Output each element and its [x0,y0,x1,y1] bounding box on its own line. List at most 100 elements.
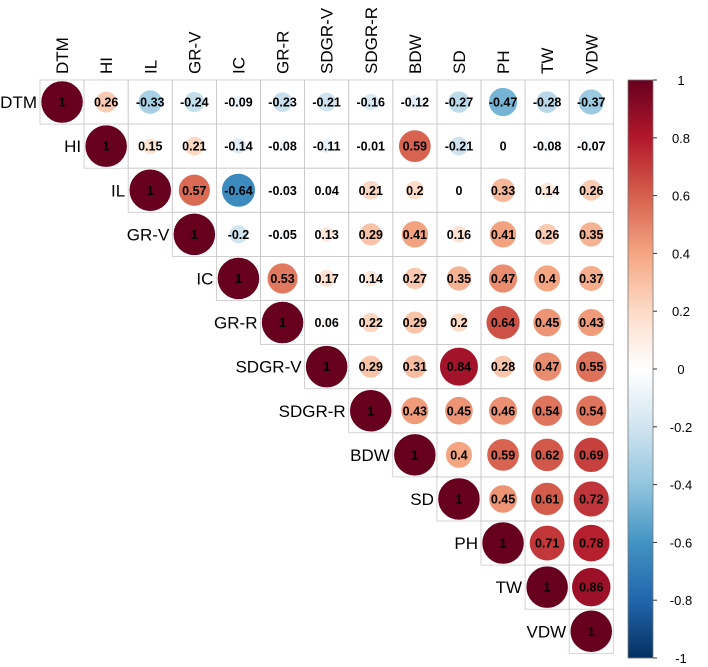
correlation-value-hi-hi: 1 [103,140,110,154]
correlation-circle-gr-v-sd [450,225,468,244]
correlation-value-hi-gr-v: 0.21 [182,140,206,154]
correlation-value-hi-tw: -0.08 [533,140,562,154]
grid-cell [568,608,614,654]
correlation-value-il-sd: 0 [455,184,462,198]
correlation-circle-sdgr-r-sdgr-r [349,389,393,433]
row-label-tw: TW [496,578,522,597]
correlation-value-il-ph: 0.33 [491,184,515,198]
correlation-value-gr-r-bdw: 0.29 [403,316,427,330]
correlation-value-ph-vdw: 0.78 [579,537,603,551]
correlation-value-il-gr-r: -0.03 [268,184,297,198]
correlation-circle-ic-sd [446,265,472,292]
correlation-value-dtm-hi: 0.26 [94,96,118,110]
correlation-circle-ph-ph [481,521,525,565]
colorbar-tick-label: 0.4 [672,246,690,261]
correlation-circle-gr-r-ph [485,305,521,340]
correlation-circle-gr-v-sdgr-v [318,226,335,243]
correlation-circle-hi-ic [230,137,247,155]
column-label-ph: PH [494,50,513,74]
colorbar-tick-label: -0.4 [670,478,692,493]
correlation-circle-sd-sd [437,477,481,521]
row-label-sdgr-r: SDGR-R [279,402,346,421]
correlation-circle-ic-sdgr-r [362,270,379,287]
correlation-value-gr-v-ic: -0.2 [228,228,250,242]
correlation-value-dtm-dtm: 1 [59,96,66,110]
correlation-value-sd-tw: 0.61 [535,492,559,506]
row-label-sdgr-v: SDGR-V [235,358,302,377]
correlation-circle-dtm-hi [95,91,118,114]
correlation-circle-ic-ic [217,257,260,300]
correlation-circle-sdgr-v-sdgr-r [359,355,383,379]
correlation-value-dtm-vdw: -0.37 [577,96,606,110]
correlation-circle-sd-ph [488,484,518,514]
correlation-value-ic-sd: 0.35 [447,272,471,286]
correlation-circle-dtm-sd [447,90,471,114]
correlation-value-sdgr-v-tw: 0.47 [535,360,559,374]
correlation-circle-gr-v-ph [489,220,517,249]
correlation-value-vdw-vdw: 1 [588,625,595,639]
column-label-gr-v: GR-V [185,31,204,74]
correlation-circle-tw-vdw [571,567,612,607]
correlation-value-il-vdw: 0.26 [579,184,603,198]
column-label-sd: SD [450,50,469,74]
row-label-gr-r: GR-R [214,314,257,333]
correlation-circle-sd-vdw [573,480,610,518]
correlation-circle-il-ic [221,173,256,208]
correlation-value-il-sdgr-v: 0.04 [314,184,338,198]
correlation-circle-sdgr-r-bdw [400,396,429,425]
correlation-circle-ic-vdw [578,265,605,292]
correlation-value-tw-tw: 1 [544,581,551,595]
correlation-value-ic-sdgr-v: 0.17 [314,272,338,286]
column-label-vdw: VDW [582,34,601,74]
correlation-value-ph-tw: 0.71 [535,537,559,551]
correlation-circle-sdgr-r-sd [444,396,474,426]
column-label-il: IL [141,60,160,74]
correlation-circle-il-vdw [580,179,603,202]
correlation-circle-ic-sdgr-v [317,269,336,288]
correlation-value-sdgr-r-bdw: 0.43 [403,404,427,418]
correlation-value-il-tw: 0.14 [535,184,559,198]
correlation-circle-gr-r-sdgr-r [360,312,381,333]
correlation-circle-hi-vdw [585,140,598,153]
column-label-gr-r: GR-R [274,31,293,74]
correlation-circle-bdw-ph [486,438,520,472]
correlation-value-gr-r-gr-r: 1 [279,316,286,330]
correlation-value-hi-sdgr-r: -0.01 [357,140,386,154]
correlation-circle-hi-il [141,137,159,155]
colorbar-tick-label: 0 [677,362,684,377]
correlation-circle-dtm-il [137,89,163,115]
row-label-il: IL [111,181,125,200]
correlation-circle-ic-ph [488,263,518,294]
correlation-value-dtm-il: -0.33 [136,96,165,110]
correlation-value-ic-tw: 0.4 [538,272,555,286]
correlation-value-il-gr-v: 0.57 [182,184,206,198]
correlation-value-sdgr-v-sd: 0.84 [447,360,471,374]
correlation-circle-hi-hi [84,124,128,168]
correlation-value-ic-ic: 1 [235,272,242,286]
correlation-value-sdgr-v-bdw: 0.31 [403,360,427,374]
correlation-value-sdgr-v-sdgr-r: 0.29 [359,360,383,374]
variable-labels: DTM HI IL GR-V IC GR-R SDGR-V SDGR-R BDW SD PH TW VD… [0,7,601,641]
column-label-bdw: BDW [406,34,425,74]
correlation-value-ph-ph: 1 [500,537,507,551]
correlation-circle-dtm-gr-r [272,91,293,113]
row-label-bdw: BDW [350,446,390,465]
colorbar-tick-label: 0.2 [672,304,690,319]
correlation-circle-gr-r-sdgr-v [321,317,333,329]
correlation-circle-tw-tw [525,565,569,609]
colorbar-tick-label: -1 [675,651,687,666]
correlation-value-gr-r-sd: 0.2 [450,316,467,330]
grid-lines [39,79,614,654]
correlation-value-dtm-tw: -0.28 [533,96,562,110]
correlation-circle-il-ph [490,177,516,203]
correlation-value-il-bdw: 0.2 [406,184,423,198]
column-label-dtm: DTM [53,37,72,74]
correlation-circle-il-il [128,168,172,212]
correlation-value-dtm-gr-v: -0.24 [180,96,209,110]
correlation-value-hi-sdgr-v: -0.11 [313,140,341,154]
correlation-value-gr-r-ph: 0.64 [491,316,515,330]
correlation-value-bdw-ph: 0.59 [491,448,515,462]
colorbar-tick-label: 0.8 [672,131,690,146]
correlation-circle-il-tw [538,182,556,199]
